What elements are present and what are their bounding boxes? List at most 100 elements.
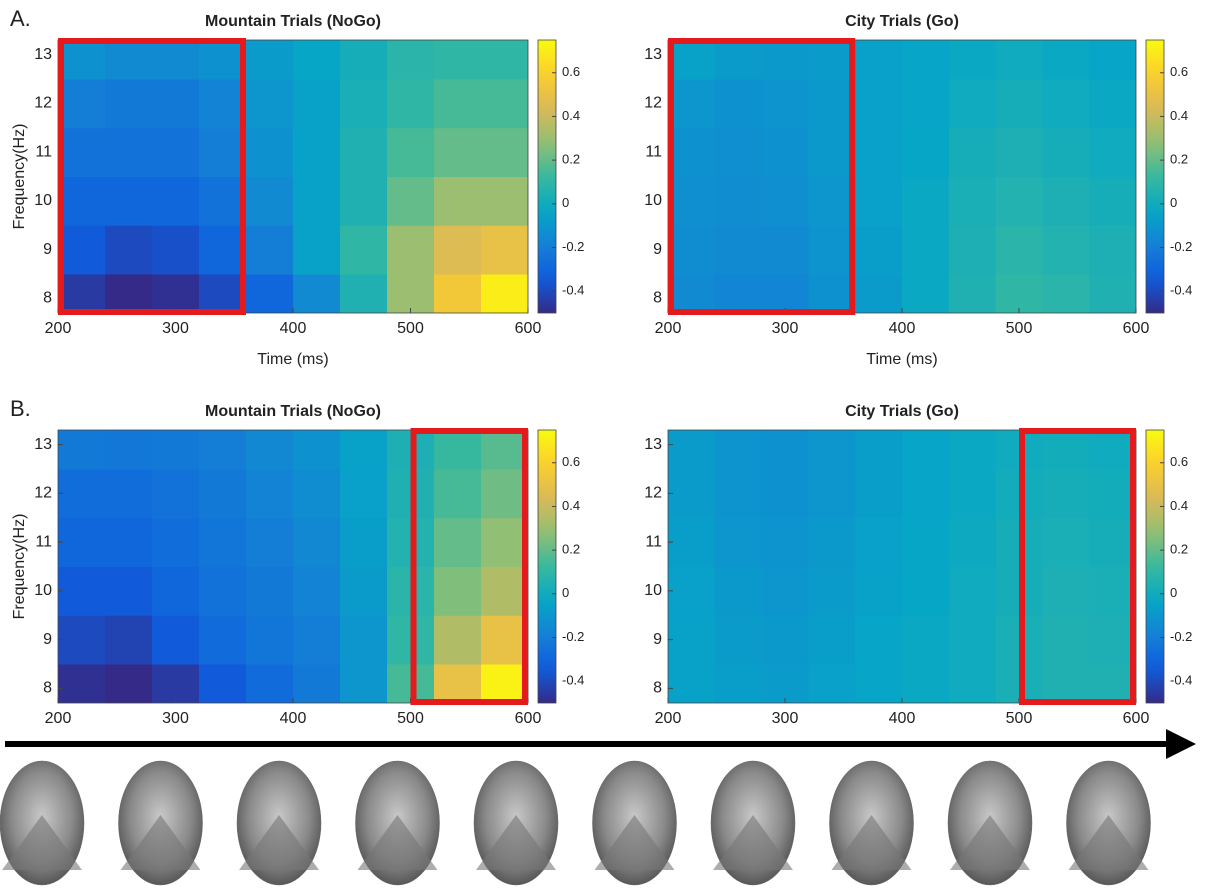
y-axis-label: Frequency(Hz) (11, 124, 28, 230)
heatmap-cell (902, 225, 949, 274)
heatmap-cell (58, 615, 106, 664)
heatmap-cell (1042, 225, 1089, 274)
heatmap-cell (199, 225, 247, 274)
heatmap-cell (715, 30, 762, 79)
heatmap-cell (199, 274, 247, 323)
heatmap-cell (246, 177, 294, 226)
heatmap-cell (199, 128, 247, 177)
heatmap-cell (715, 420, 762, 469)
y-tick-label: 10 (644, 582, 662, 599)
colorbar-tick-label: 0.2 (562, 152, 580, 167)
heatmap-cell (1042, 79, 1089, 128)
heatmap (668, 420, 1137, 713)
heatmap-cell (293, 664, 341, 713)
y-tick-label: 9 (653, 241, 662, 258)
heatmap-cell (152, 420, 200, 469)
heatmap-cell (855, 615, 902, 664)
heatmap-cell (902, 567, 949, 616)
heatmap-cell (762, 420, 809, 469)
colorbar-tick-label: 0.6 (562, 454, 580, 469)
heatmap-cell (949, 177, 996, 226)
heatmap-cell (434, 469, 482, 518)
heatmap-cell (340, 79, 388, 128)
heatmap-cell (105, 469, 153, 518)
heatmap-cell (293, 274, 341, 323)
heatmap-cell (1042, 420, 1089, 469)
heatmap-cell (715, 469, 762, 518)
colorbar-tick-label: -0.4 (1170, 673, 1192, 688)
heatmap-cell (152, 128, 200, 177)
heatmap-cell (1042, 469, 1089, 518)
heatmap-cell (902, 518, 949, 567)
heatmap-cell (434, 420, 482, 469)
heatmap-cell (387, 177, 435, 226)
heatmap-cell (855, 664, 902, 713)
heatmap-cell (715, 225, 762, 274)
y-tick-label: 13 (644, 46, 662, 63)
heatmap (668, 30, 1137, 323)
colorbar-tick-label: -0.4 (1170, 283, 1192, 298)
heatmap-cell (340, 30, 388, 79)
heatmap-cell (434, 79, 482, 128)
heatmap-cell (1089, 30, 1136, 79)
y-tick-label: 12 (644, 485, 662, 502)
heatmap-cell (762, 30, 809, 79)
heatmap-cell (152, 567, 200, 616)
heatmap-cell (715, 615, 762, 664)
colorbar-tick-label: -0.4 (562, 673, 584, 688)
heatmap-cell (387, 128, 435, 177)
heatmap-cell (340, 664, 388, 713)
heatmap-cell (58, 469, 106, 518)
colorbar-tick-label: 0.6 (562, 64, 580, 79)
heatmap-cell (434, 567, 482, 616)
heatmap-cell (762, 128, 809, 177)
x-tick-label: 600 (515, 320, 542, 337)
heatmap-cell (199, 664, 247, 713)
heatmap-cell (246, 567, 294, 616)
heatmap-cell (58, 177, 106, 226)
heatmap-cell (434, 518, 482, 567)
heatmap-cell (481, 30, 529, 79)
heatmap-cell (340, 177, 388, 226)
heatmap-cell (668, 177, 715, 226)
heatmap-cell (808, 225, 855, 274)
heatmap-cell (105, 30, 153, 79)
colorbar (1146, 430, 1164, 703)
heatmap-cell (855, 30, 902, 79)
y-tick-label: 10 (34, 192, 52, 209)
heatmap-cell (1089, 128, 1136, 177)
x-tick-label: 400 (889, 710, 916, 727)
y-tick-label: 12 (34, 95, 52, 112)
x-axis-label: Time (ms) (257, 351, 328, 368)
heatmap-cell (668, 567, 715, 616)
heatmap-cell (715, 567, 762, 616)
heatmap-cell (152, 469, 200, 518)
heatmap-cell (105, 79, 153, 128)
heatmap-cell (152, 615, 200, 664)
y-tick-label: 13 (34, 46, 52, 63)
heatmap-cell (246, 420, 294, 469)
chart-title: City Trials (Go) (845, 403, 959, 420)
heatmap-cell (668, 420, 715, 469)
colorbar-tick-label: 0.4 (562, 108, 580, 123)
y-tick-label: 12 (644, 95, 662, 112)
heatmap-cell (949, 420, 996, 469)
heatmap-cell (293, 79, 341, 128)
heatmap-cell (902, 79, 949, 128)
heatmap-cell (715, 274, 762, 323)
heatmap-cell (105, 518, 153, 567)
heatmap-cell (481, 177, 529, 226)
heatmap-cell (902, 177, 949, 226)
heatmap (58, 420, 529, 713)
colorbar-tick-label: 0.4 (1170, 108, 1188, 123)
stimulus-strip (0, 761, 1151, 885)
heatmap-cell (246, 79, 294, 128)
heatmap-cell (1042, 274, 1089, 323)
heatmap-cell (293, 177, 341, 226)
heatmap-cell (199, 420, 247, 469)
heatmap-cell (668, 30, 715, 79)
heatmap-cell (246, 225, 294, 274)
colorbar-tick-label: 0.2 (562, 542, 580, 557)
heatmap-cell (387, 79, 435, 128)
heatmap-cell (481, 615, 529, 664)
